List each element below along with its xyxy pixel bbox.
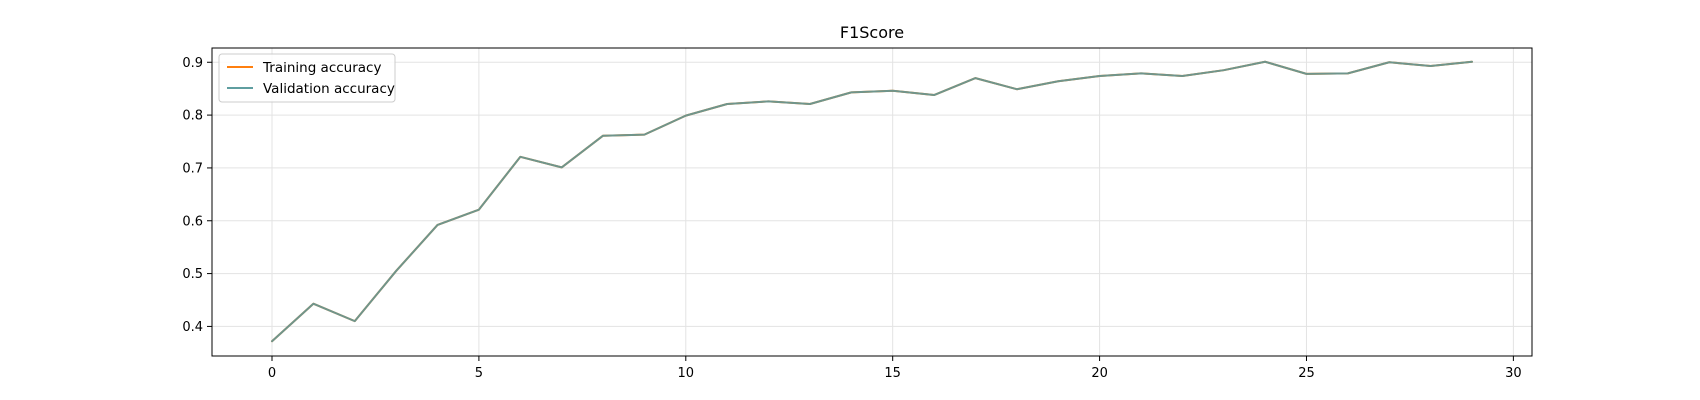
x-tick-label: 10	[678, 366, 695, 381]
plot-frame	[211, 47, 1533, 357]
y-tick-label: 0.7	[182, 161, 203, 176]
legend: Training accuracy Validation accuracy	[218, 53, 396, 103]
x-tick-label: 0	[268, 366, 276, 381]
y-tick-label: 0.9	[182, 56, 203, 71]
legend-box	[218, 53, 396, 103]
x-tick-label: 15	[884, 366, 901, 381]
series-layer	[271, 60, 1473, 343]
chart-title: F1Score	[840, 23, 904, 42]
y-tick-label: 0.6	[182, 214, 203, 229]
series-line-validation	[271, 60, 1473, 343]
axes-layer: 0 5 10 15 20 25 30 0.4 0.5 0.6 0.7 0.8 0.9	[182, 47, 1533, 381]
x-tick-label: 5	[475, 366, 483, 381]
y-tick-label: 0.8	[182, 109, 203, 124]
x-tick-label: 20	[1091, 366, 1108, 381]
x-tick-label: 25	[1298, 366, 1315, 381]
grid-layer	[212, 48, 1532, 356]
x-tick-label: 30	[1505, 366, 1522, 381]
legend-label: Training accuracy	[262, 60, 381, 76]
y-tick-label: 0.4	[182, 320, 203, 335]
legend-label: Validation accuracy	[263, 81, 395, 97]
y-tick-label: 0.5	[182, 267, 203, 282]
